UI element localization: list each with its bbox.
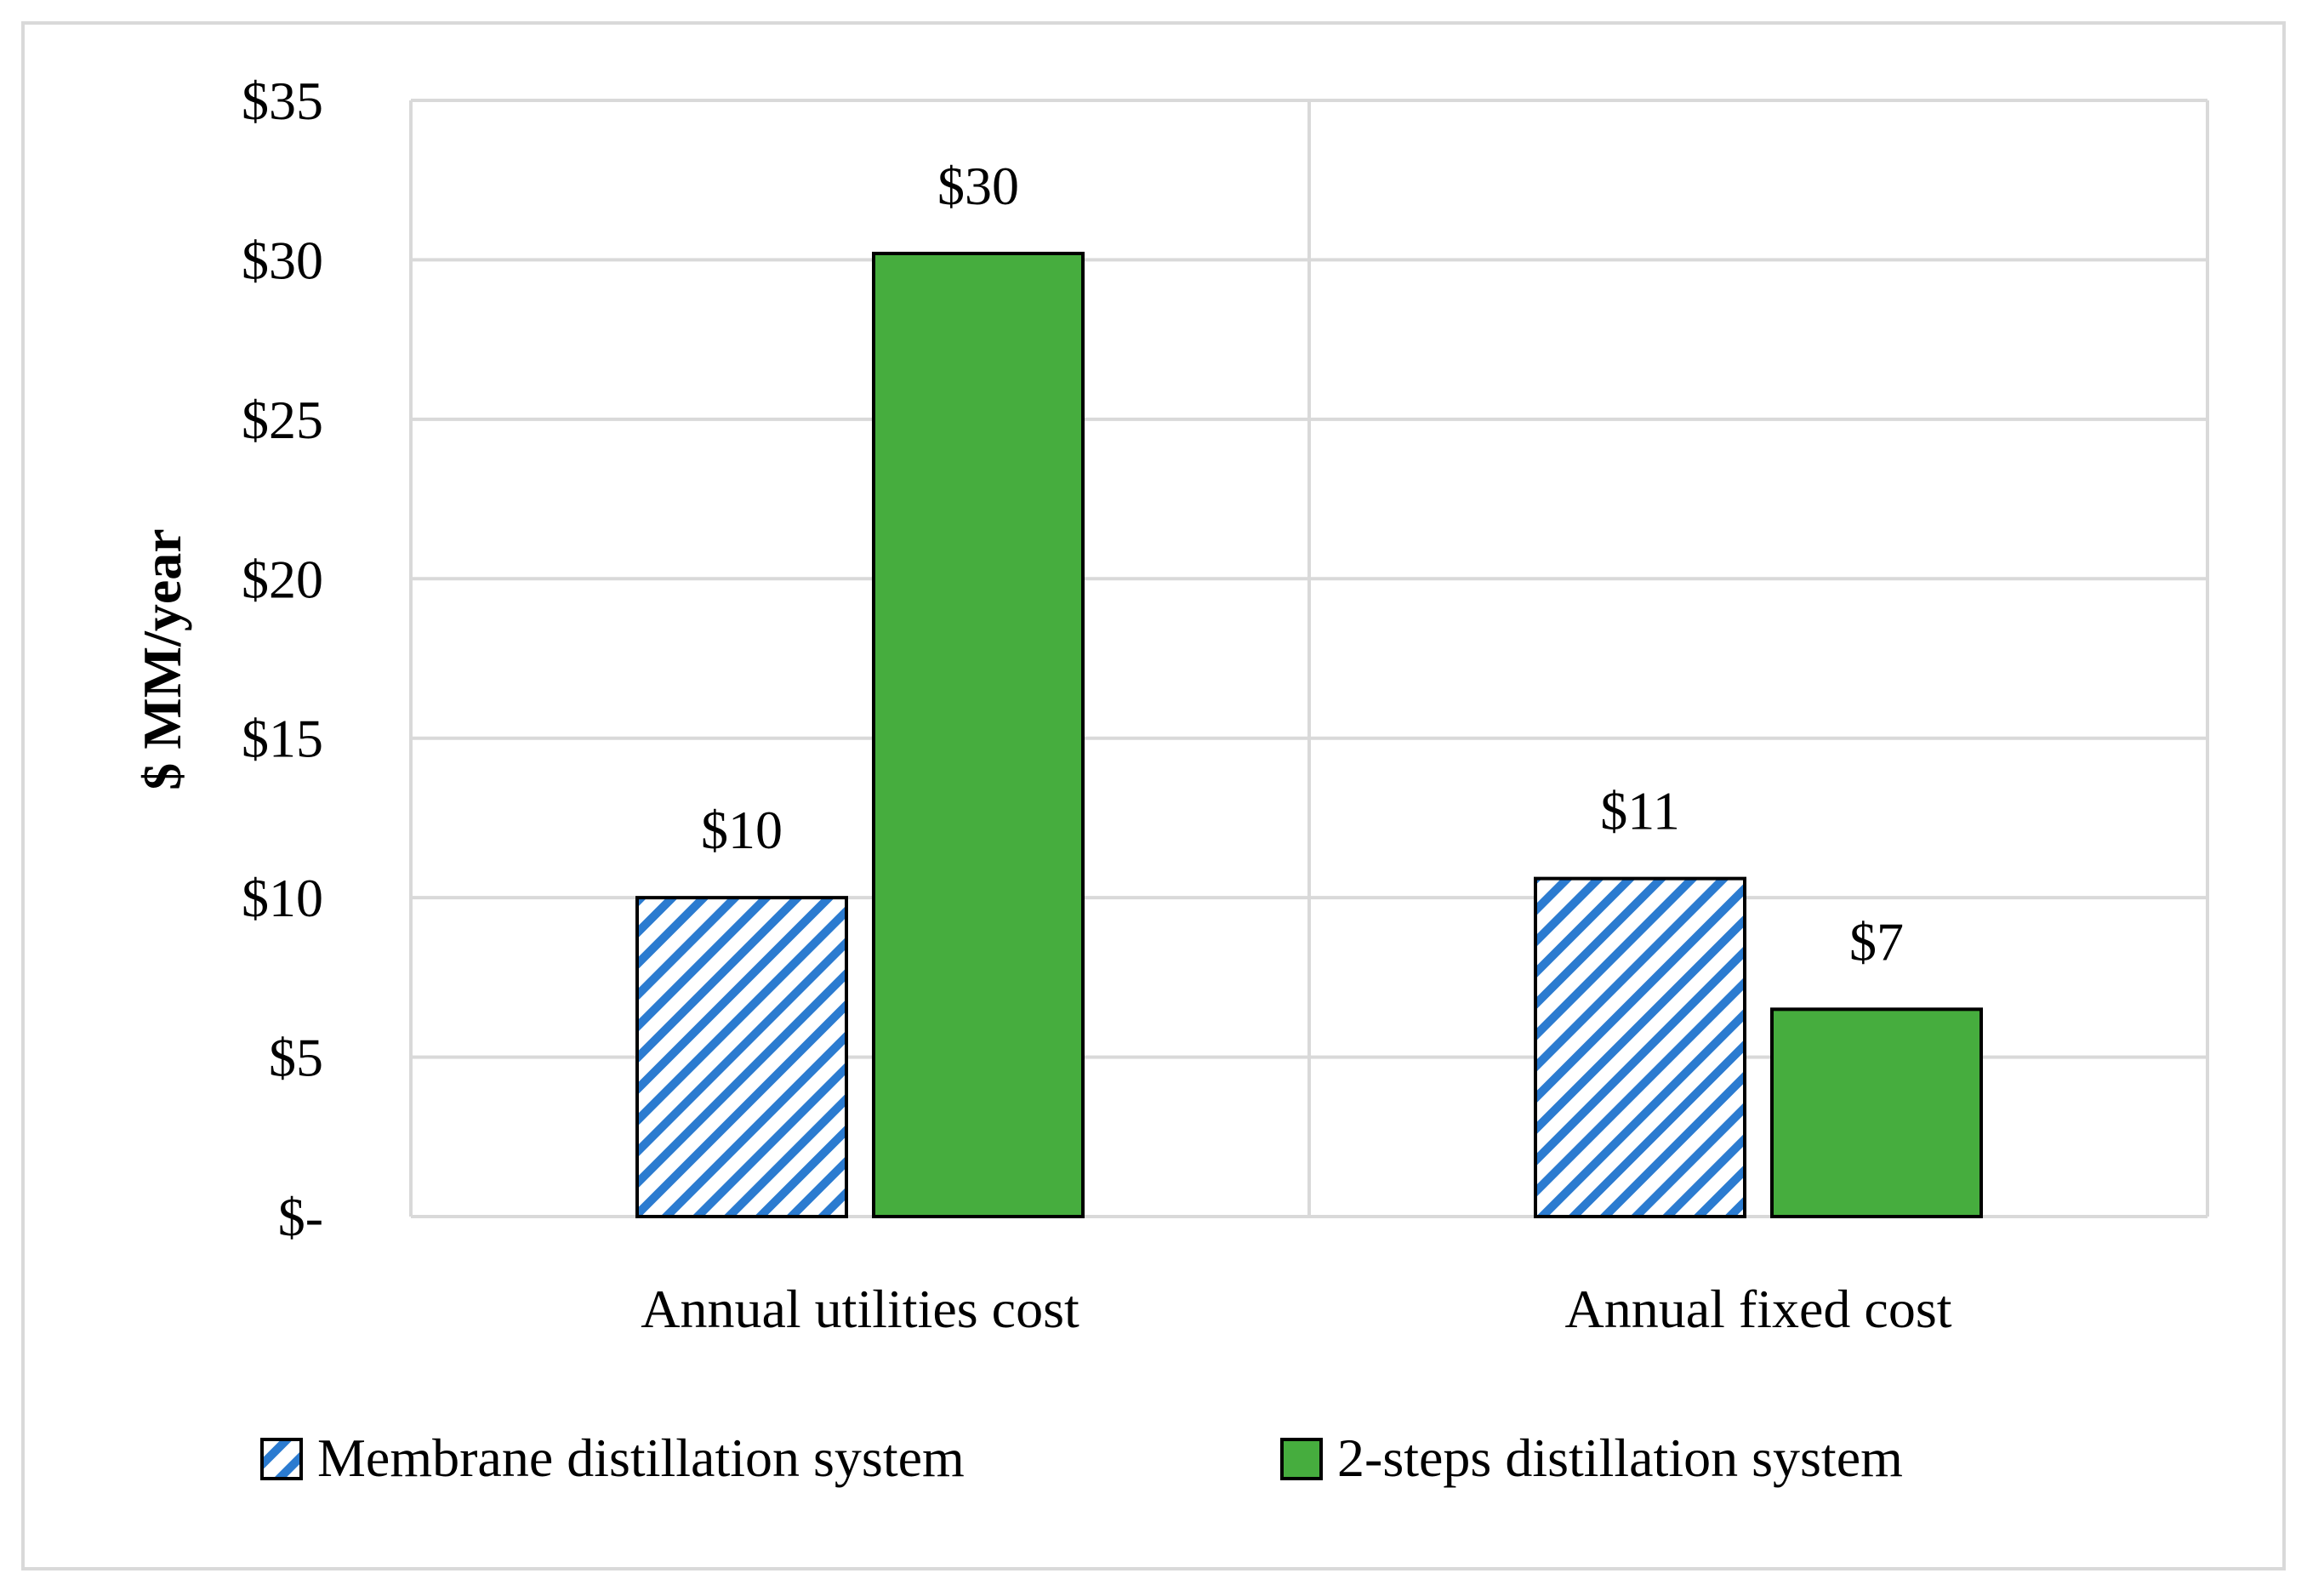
bar-data-label: $7 (1849, 911, 1904, 972)
legend-label: Membrane distillation system (317, 1428, 965, 1488)
y-tick-label: $25 (242, 390, 323, 450)
bar-membrane-utilities (635, 896, 848, 1218)
bar-data-label: $10 (701, 800, 783, 860)
bar-data-label: $11 (1600, 781, 1680, 841)
bars (635, 251, 1983, 1219)
y-tick-label: $- (278, 1187, 323, 1247)
y-tick-label: $15 (242, 709, 323, 769)
legend-swatch-membrane (260, 1438, 303, 1480)
legend-label: 2-steps distillation system (1337, 1428, 1903, 1488)
bar-membrane-fixed (1534, 876, 1746, 1219)
bar-two-steps-utilities (872, 251, 1085, 1219)
labels: $- $5 $10 $15 $20 $25 $30 $35 $10 $30 Annual utili… (132, 71, 1952, 1339)
y-tick-label: $35 (242, 71, 323, 131)
y-axis-title: $ MM/year (132, 528, 192, 789)
bar-data-label: $30 (937, 156, 1019, 216)
x-category-label: Annual fixed cost (1565, 1279, 1952, 1339)
legend-swatch-two-steps (1280, 1438, 1323, 1480)
bar-two-steps-fixed (1770, 1007, 1983, 1219)
y-tick-label: $5 (269, 1028, 323, 1088)
x-category-label: Annual utilities cost (641, 1279, 1079, 1339)
y-tick-label: $30 (242, 230, 323, 290)
y-tick-label: $20 (242, 549, 323, 609)
legend: Membrane distillation system 2-steps dist… (260, 1428, 1903, 1488)
chart-frame (21, 21, 2286, 1570)
y-tick-label: $10 (242, 868, 323, 928)
